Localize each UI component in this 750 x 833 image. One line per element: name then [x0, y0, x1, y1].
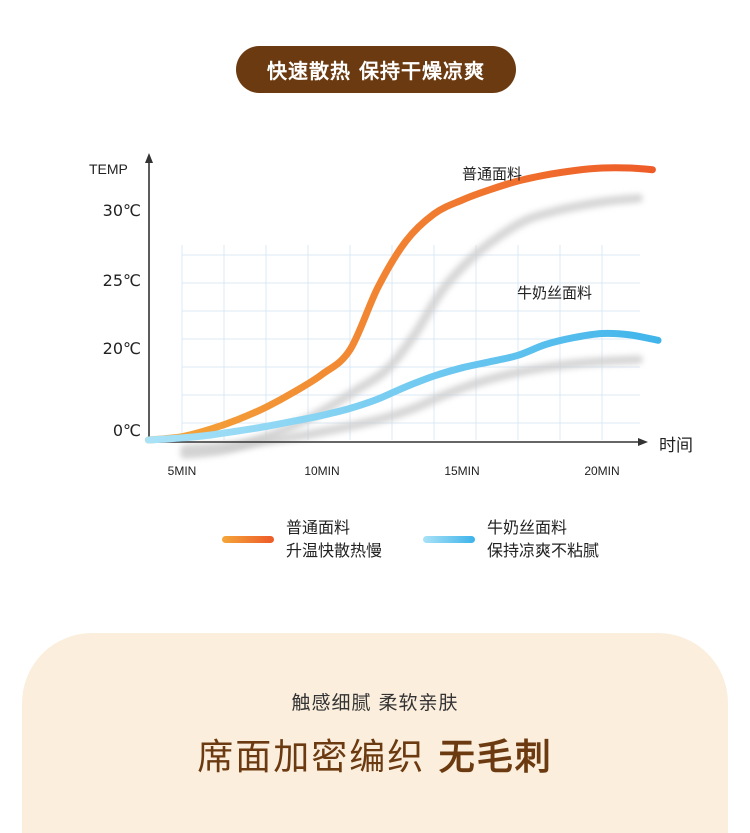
series-lines [144, 164, 662, 444]
y-tick-label: 30℃ [103, 201, 141, 220]
grid [181, 245, 640, 440]
y-tick-label: 0℃ [113, 421, 141, 440]
series-line-normal [144, 164, 656, 444]
x-tick-label: 20MIN [584, 464, 619, 478]
legend-swatch-normal [222, 535, 274, 543]
y-tick-label: 20℃ [103, 339, 141, 358]
legend-normal-desc: 升温快散热慢 [286, 541, 383, 560]
axes: TEMP 时间 [89, 153, 693, 456]
x-tick-label: 10MIN [304, 464, 339, 478]
legend-label-normal: 普通面料 升温快散热慢 [286, 516, 382, 562]
x-axis-title: 时间 [659, 436, 693, 456]
series-line-milk [144, 329, 662, 444]
legend-item-milk: 牛奶丝面料 保持凉爽不粘腻 [423, 516, 599, 562]
legend-swatch-milk [423, 535, 475, 543]
legend-milk-name: 牛奶丝面料 [487, 518, 568, 537]
series-shadow [180, 355, 643, 454]
series-label-normal: 普通面料 [462, 165, 522, 183]
legend-item-normal: 普通面料 升温快散热慢 [222, 516, 382, 562]
bottom-title: 席面加密编织 无毛刺 [22, 728, 728, 780]
y-axis-title: TEMP [89, 161, 128, 177]
x-tick-label: 5MIN [168, 464, 197, 478]
temperature-chart: TEMP 时间 0℃ 20℃ 25℃ 30℃ 5MIN 10MIN 15MIN 20MIN 普… [89, 153, 693, 478]
header-badge: 快速散热 保持干燥凉爽 [236, 46, 516, 93]
x-tick-label: 15MIN [444, 464, 479, 478]
legend-milk-desc: 保持凉爽不粘腻 [487, 541, 600, 560]
y-axis-arrow [145, 153, 153, 163]
legend-normal-name: 普通面料 [286, 518, 351, 537]
x-axis-arrow [638, 438, 648, 446]
bottom-title-bold: 无毛刺 [438, 737, 553, 778]
bottom-title-normal: 席面加密编织 [197, 737, 439, 778]
y-tick-label: 25℃ [103, 271, 141, 290]
bottom-feature-panel: 触感细腻 柔软亲肤 席面加密编织 无毛刺 [22, 633, 728, 833]
tick-labels: 0℃ 20℃ 25℃ 30℃ 5MIN 10MIN 15MIN 20MIN [103, 201, 620, 478]
legend-label-milk: 牛奶丝面料 保持凉爽不粘腻 [487, 516, 599, 562]
series-label-milk: 牛奶丝面料 [517, 284, 592, 302]
bottom-subtitle: 触感细腻 柔软亲肤 [291, 692, 459, 714]
